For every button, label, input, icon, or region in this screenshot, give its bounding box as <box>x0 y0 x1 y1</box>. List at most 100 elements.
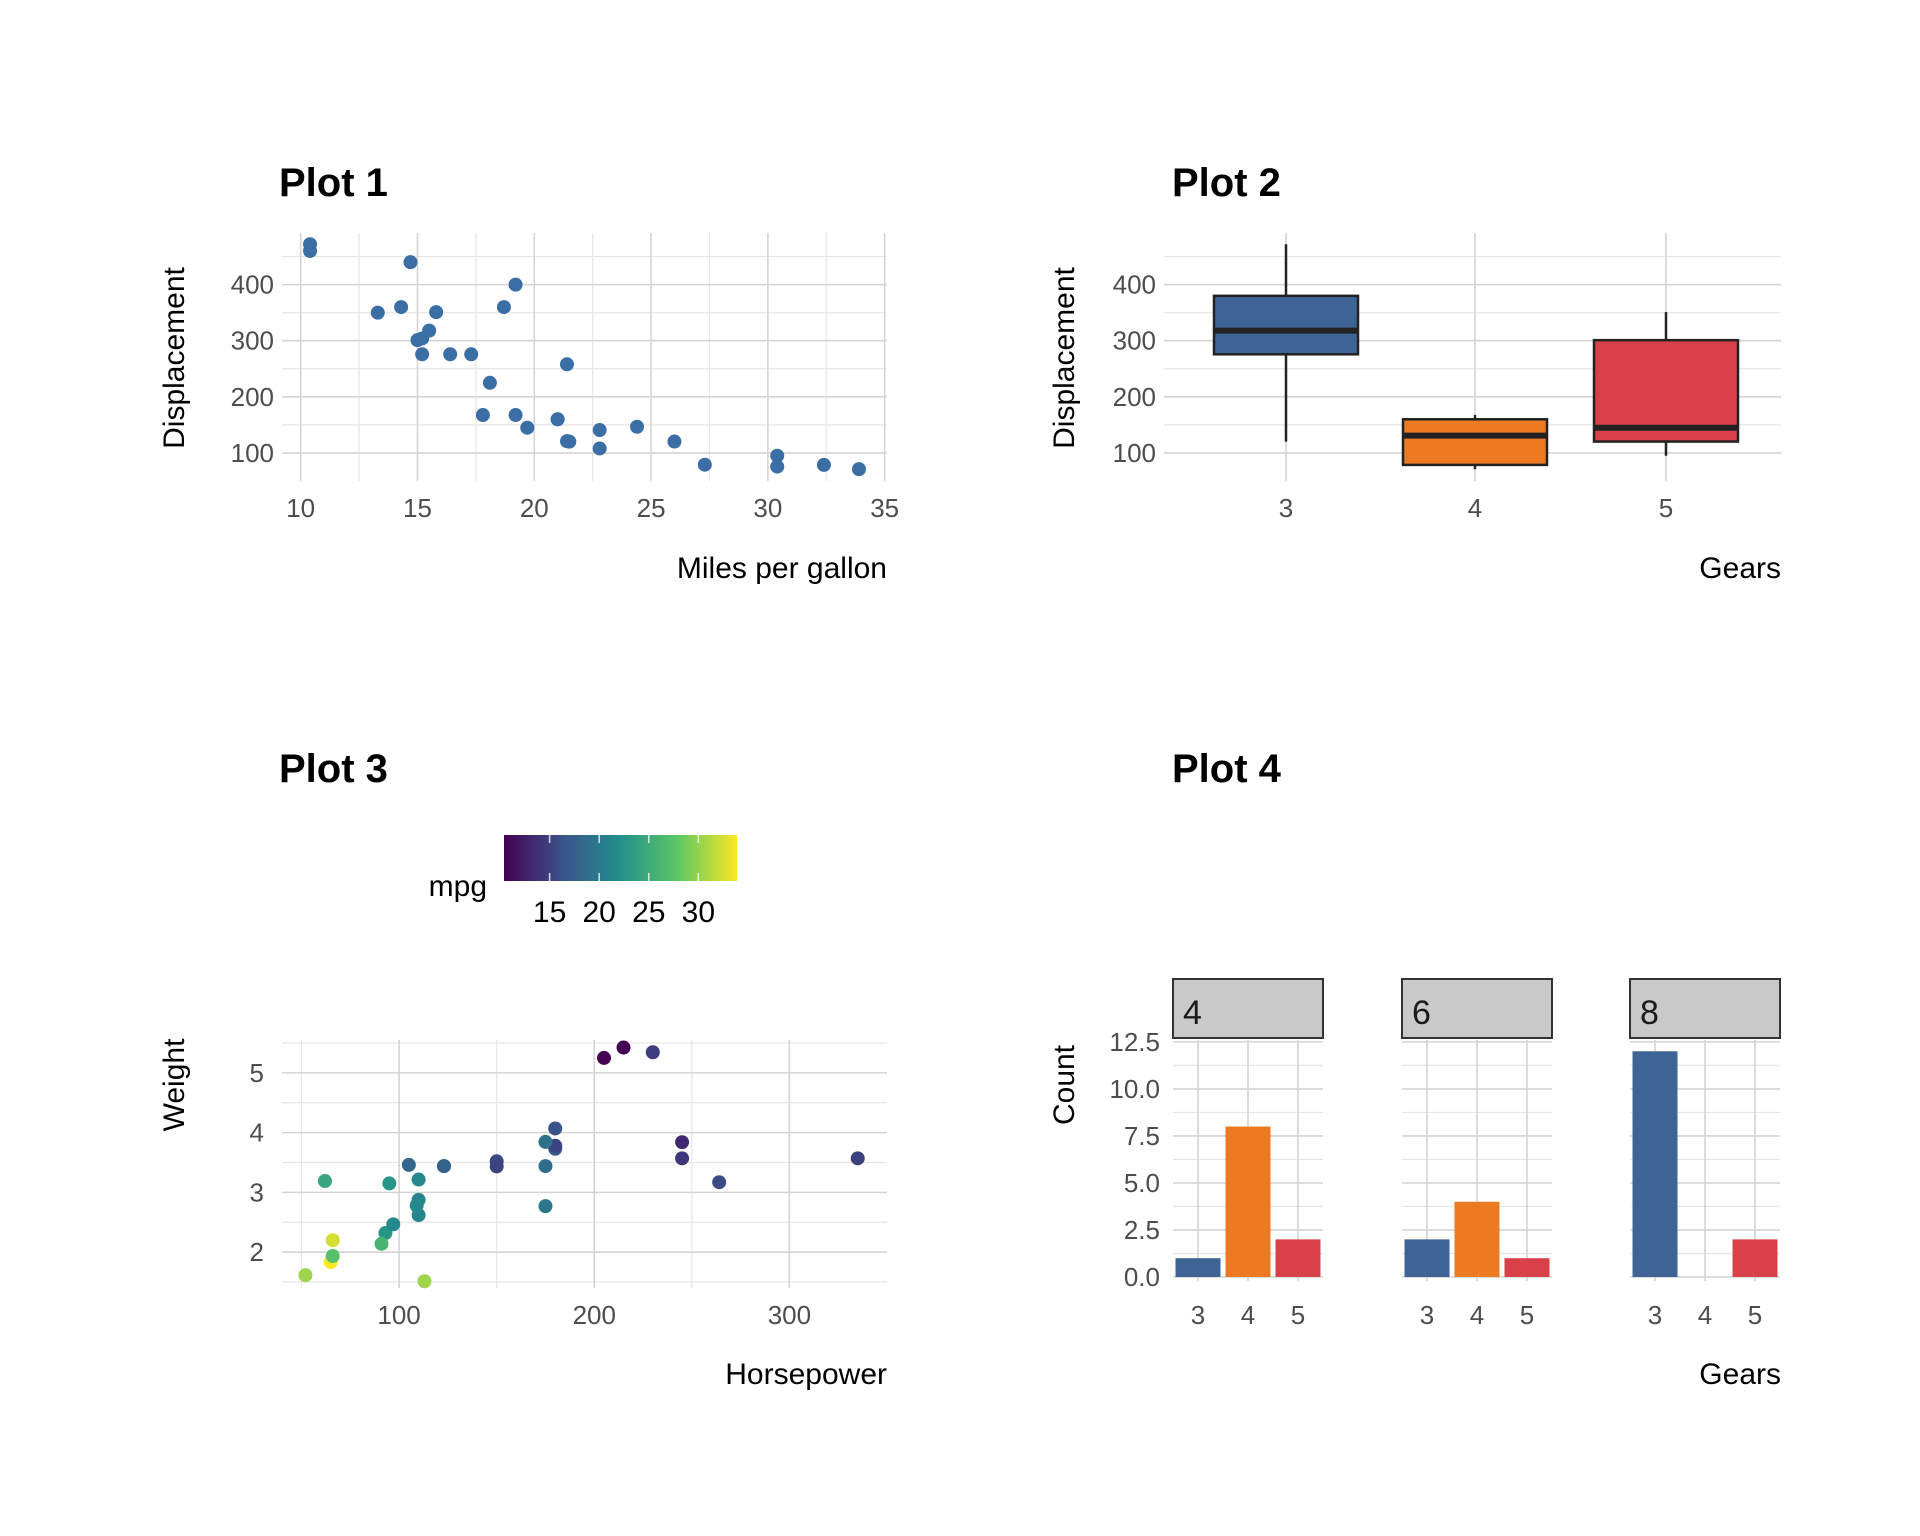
x-tick-label: 5 <box>1291 1300 1305 1330</box>
data-point <box>411 1172 426 1187</box>
bar <box>1504 1258 1550 1277</box>
data-point <box>667 434 682 449</box>
colorbar <box>504 835 737 881</box>
data-point <box>508 408 523 423</box>
data-point <box>816 457 831 472</box>
data-point <box>436 1159 451 1174</box>
x-tick-label: 4 <box>1468 493 1482 523</box>
plot-4-ylabel: Count <box>1048 1044 1081 1125</box>
x-tick-label: 15 <box>403 493 432 523</box>
data-point <box>538 1159 553 1174</box>
x-tick-label: 300 <box>768 1300 811 1330</box>
data-point <box>520 420 535 435</box>
y-tick-label: 4 <box>250 1118 264 1148</box>
y-tick-label: 200 <box>1113 382 1156 412</box>
data-point <box>409 1198 424 1213</box>
plot-3-ylabel: Weight <box>158 1038 191 1131</box>
x-tick-label: 200 <box>573 1300 616 1330</box>
bar <box>1404 1239 1450 1277</box>
plot-4-title: Plot 4 <box>1172 747 1282 791</box>
y-tick-label: 300 <box>1113 326 1156 356</box>
plot-2-xlabel: Gears <box>1699 552 1781 585</box>
x-tick-label: 4 <box>1470 1300 1484 1330</box>
y-tick-label: 300 <box>231 326 274 356</box>
x-tick-label: 3 <box>1191 1300 1205 1330</box>
data-point <box>592 423 607 438</box>
plot-2: Plot 2 3 4 5 100 200 300 400 Gears Displacemen… <box>1048 161 1781 585</box>
y-tick-label: 100 <box>1113 438 1156 468</box>
y-tick-label: 400 <box>1113 270 1156 300</box>
facet-strip <box>1401 978 1553 1039</box>
bar <box>1632 1051 1678 1277</box>
data-point <box>325 1249 340 1264</box>
data-point <box>429 305 444 320</box>
data-point <box>374 1236 389 1251</box>
facet-strip-label: 8 <box>1640 994 1659 1032</box>
data-point <box>712 1175 727 1190</box>
data-point <box>675 1135 690 1150</box>
y-tick-label: 3 <box>250 1177 264 1207</box>
data-point <box>482 375 497 390</box>
data-point <box>401 1157 416 1172</box>
bar <box>1732 1239 1778 1277</box>
data-point <box>443 347 458 362</box>
plot-2-title: Plot 2 <box>1172 161 1281 205</box>
y-tick-label: 2.5 <box>1124 1215 1160 1245</box>
data-point <box>597 1050 612 1065</box>
data-point <box>559 434 574 449</box>
data-point <box>548 1121 563 1136</box>
plot-1-ylabel: Displacement <box>158 266 191 448</box>
plot-1-title: Plot 1 <box>279 161 388 205</box>
x-tick-label: 35 <box>870 493 899 523</box>
x-tick-label: 3 <box>1279 493 1293 523</box>
data-point <box>697 457 712 472</box>
data-point <box>496 300 511 315</box>
y-tick-label: 12.5 <box>1109 1027 1160 1057</box>
data-point <box>386 1217 401 1232</box>
data-point <box>675 1151 690 1166</box>
plot-1-xlabel: Miles per gallon <box>677 552 887 585</box>
data-point <box>410 333 425 348</box>
plot-4-xlabel: Gears <box>1699 1358 1781 1391</box>
data-point <box>538 1199 553 1214</box>
data-point <box>770 448 785 463</box>
data-point <box>559 357 574 372</box>
data-point <box>592 441 607 456</box>
bar <box>1454 1201 1500 1277</box>
x-tick-label: 5 <box>1748 1300 1762 1330</box>
data-point <box>415 347 430 362</box>
colorbar-tick-label: 15 <box>533 896 566 929</box>
colorbar-tick-label: 30 <box>682 896 715 929</box>
data-point <box>616 1040 631 1055</box>
data-point <box>298 1268 313 1283</box>
colorbar-legend: 15 20 25 30 mpg <box>429 835 737 929</box>
box-4 <box>1401 418 1549 467</box>
x-tick-label: 4 <box>1241 1300 1255 1330</box>
data-point <box>508 277 523 292</box>
x-tick-label: 10 <box>286 493 315 523</box>
data-point <box>538 1134 553 1149</box>
bar <box>1275 1239 1321 1277</box>
plot-1: Plot 1 10 15 20 25 30 35 100 200 300 400 Miles pe… <box>158 161 899 585</box>
plot-2-ylabel: Displacement <box>1048 266 1081 448</box>
data-point <box>550 412 565 427</box>
box-3 <box>1212 294 1360 356</box>
plot-4: Plot 4 4 6 83 4 5 3 4 5 3 4 50.02.55.07.510.012.5 … <box>1048 747 1781 1391</box>
box-5 <box>1592 338 1740 443</box>
x-tick-label: 30 <box>753 493 782 523</box>
data-point <box>394 300 409 315</box>
facet-strip-label: 6 <box>1412 994 1431 1032</box>
x-tick-label: 20 <box>520 493 549 523</box>
x-tick-label: 100 <box>377 1300 420 1330</box>
data-point <box>417 1274 432 1289</box>
facet-strip <box>1629 978 1781 1039</box>
facet-strip <box>1172 978 1324 1039</box>
y-tick-label: 100 <box>231 438 274 468</box>
x-tick-label: 5 <box>1520 1300 1534 1330</box>
y-tick-label: 5.0 <box>1124 1168 1160 1198</box>
data-point <box>851 462 866 477</box>
colorbar-tick-label: 20 <box>582 896 615 929</box>
x-tick-label: 25 <box>637 493 666 523</box>
data-point <box>630 419 645 434</box>
